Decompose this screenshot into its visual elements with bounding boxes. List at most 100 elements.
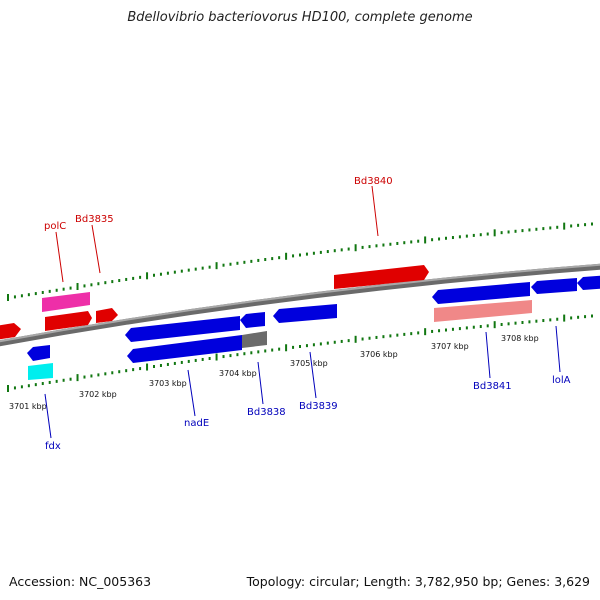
- minor-tick: [403, 332, 406, 336]
- gene-arrow-grey[interactable]: [242, 331, 267, 348]
- major-tick: [285, 252, 288, 260]
- minor-tick: [549, 226, 552, 230]
- minor-tick: [229, 354, 232, 358]
- major-tick: [424, 328, 427, 336]
- minor-tick: [139, 275, 142, 279]
- minor-tick: [542, 319, 545, 323]
- gene-label-Bd3839[interactable]: Bd3839: [299, 401, 338, 412]
- gene-arrow-nadE[interactable]: [125, 316, 240, 342]
- forward-genes: [0, 265, 532, 340]
- minor-tick: [570, 224, 573, 228]
- minor-tick: [528, 228, 531, 232]
- genome-summary-text: Topology: circular; Length: 3,782,950 bp…: [246, 574, 590, 589]
- minor-tick: [208, 356, 211, 360]
- gene-label-polC[interactable]: polC: [44, 221, 66, 232]
- gene-arrow-Bd3840[interactable]: [334, 265, 429, 289]
- gene-label-fdx[interactable]: fdx: [45, 441, 61, 452]
- minor-tick: [591, 314, 593, 318]
- major-tick: [354, 335, 357, 343]
- minor-tick: [27, 384, 30, 388]
- minor-tick: [194, 358, 197, 362]
- gene-arrow-lolA[interactable]: [531, 278, 577, 294]
- minor-tick: [236, 353, 239, 357]
- minor-tick: [41, 290, 44, 294]
- minor-tick: [153, 273, 155, 277]
- lower-scale-ticks: [7, 314, 593, 392]
- gene-arrow-rev-a[interactable]: [27, 345, 50, 361]
- minor-tick: [153, 365, 155, 369]
- minor-tick: [326, 250, 329, 254]
- minor-tick: [396, 241, 399, 245]
- major-tick: [563, 222, 566, 230]
- gene-arrow-fwd-small[interactable]: [96, 308, 118, 323]
- gene-label-Bd3840[interactable]: Bd3840: [354, 176, 393, 187]
- minor-tick: [299, 253, 301, 257]
- minor-tick: [556, 225, 559, 229]
- minor-tick: [584, 315, 587, 319]
- scale-label: 3705 kbp: [290, 359, 328, 368]
- minor-tick: [104, 372, 107, 376]
- minor-tick: [13, 386, 16, 390]
- gene-label-Bd3838[interactable]: Bd3838: [247, 407, 286, 418]
- gene-arrow-rev-b[interactable]: [127, 335, 242, 363]
- gene-label-Bd3841[interactable]: Bd3841: [473, 381, 512, 392]
- minor-tick: [514, 321, 517, 325]
- minor-tick: [577, 223, 580, 227]
- gene-arrow-Bd3835[interactable]: [45, 311, 92, 331]
- gene-arrow-Bd3839[interactable]: [273, 304, 337, 323]
- minor-tick: [445, 328, 447, 332]
- gene-arrow-Bd3841[interactable]: [432, 282, 530, 304]
- minor-tick: [236, 261, 239, 265]
- minor-tick: [173, 270, 176, 274]
- minor-tick: [111, 371, 114, 375]
- minor-tick: [132, 368, 135, 372]
- minor-tick: [535, 227, 538, 231]
- gene-arrow-rev-c[interactable]: [577, 275, 600, 290]
- minor-tick: [305, 252, 308, 256]
- minor-tick: [48, 380, 51, 384]
- gene-label-nadE[interactable]: nadE: [184, 418, 209, 429]
- minor-tick: [139, 367, 142, 371]
- minor-tick: [389, 242, 392, 246]
- minor-tick: [500, 231, 503, 235]
- minor-tick: [389, 334, 392, 338]
- minor-tick: [180, 269, 183, 273]
- minor-tick: [431, 238, 434, 242]
- minor-tick: [104, 281, 107, 285]
- gene-arrow-fdx[interactable]: [28, 363, 53, 380]
- minor-tick: [201, 357, 204, 361]
- minor-tick: [577, 315, 580, 319]
- minor-tick: [20, 294, 23, 298]
- minor-tick: [458, 235, 461, 239]
- minor-tick: [340, 339, 343, 343]
- genome-backbone: [0, 263, 600, 347]
- minor-tick: [451, 327, 454, 331]
- major-tick: [76, 374, 79, 382]
- gene-arrow-polC[interactable]: [42, 292, 90, 312]
- minor-tick: [340, 248, 343, 252]
- scale-label: 3703 kbp: [149, 379, 187, 388]
- gene-arrow-pink[interactable]: [434, 300, 532, 322]
- minor-tick: [257, 258, 260, 262]
- gene-arrow-fwd[interactable]: [0, 323, 21, 340]
- minor-tick: [584, 223, 587, 227]
- minor-tick: [20, 385, 23, 389]
- gene-label-lolA[interactable]: lolA: [552, 375, 571, 386]
- gene-label-Bd3835[interactable]: Bd3835: [75, 214, 114, 225]
- minor-tick: [222, 263, 225, 267]
- gene-arrow-Bd3838[interactable]: [240, 312, 265, 328]
- minor-tick: [451, 236, 454, 240]
- minor-tick: [243, 260, 246, 264]
- minor-tick: [257, 350, 260, 354]
- minor-tick: [472, 233, 475, 237]
- minor-tick: [201, 266, 204, 270]
- minor-tick: [222, 355, 225, 359]
- minor-tick: [438, 237, 441, 241]
- minor-tick: [194, 267, 197, 271]
- scale-label: 3702 kbp: [79, 390, 117, 399]
- upper-scale-ticks: [7, 222, 593, 301]
- major-tick: [215, 353, 218, 361]
- minor-tick: [403, 241, 406, 245]
- minor-tick: [535, 319, 538, 323]
- minor-tick: [173, 361, 176, 365]
